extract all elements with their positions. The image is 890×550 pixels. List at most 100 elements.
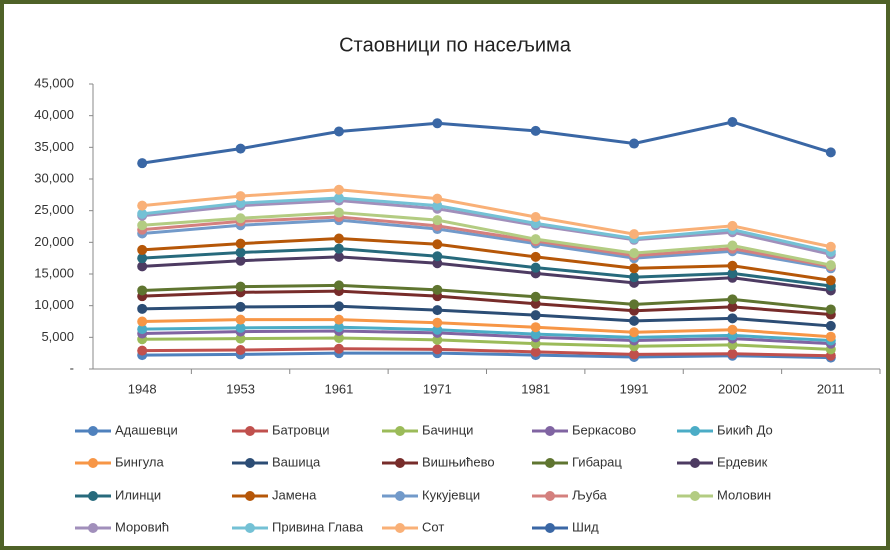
point: [235, 333, 246, 344]
point: [727, 117, 738, 127]
point: [235, 281, 246, 292]
series-line: [142, 336, 831, 351]
legend-marker: [88, 491, 98, 501]
point: [235, 301, 246, 312]
point: [727, 260, 738, 271]
point: [333, 322, 344, 333]
point: [333, 184, 344, 195]
point: [530, 212, 541, 222]
chart-title: Стaовници по насељима: [339, 34, 572, 56]
point: [235, 238, 246, 249]
point: [432, 193, 443, 204]
legend-marker: [88, 523, 98, 533]
point: [432, 324, 443, 335]
x-tick-label: 1953: [226, 381, 255, 396]
legend-label: Љуба: [572, 487, 608, 502]
y-tick-label: 45,000: [34, 75, 74, 90]
legend-marker: [88, 458, 98, 468]
point: [333, 233, 344, 244]
point: [530, 234, 541, 245]
series-line: [142, 215, 832, 268]
legend-label: Кукујевци: [422, 487, 480, 502]
legend-marker: [690, 491, 700, 501]
legend-label: Адашевци: [115, 422, 178, 437]
point: [432, 305, 443, 316]
legend-label: Батровци: [272, 422, 330, 437]
point: [137, 324, 148, 335]
point: [530, 322, 541, 333]
series-line: [142, 329, 831, 346]
point: [333, 301, 344, 312]
point: [432, 215, 443, 226]
x-tick-label: 2002: [718, 381, 747, 396]
point: [235, 322, 246, 333]
point: [629, 229, 640, 240]
point: [432, 344, 443, 355]
legend-label: Беркасово: [572, 422, 636, 437]
point: [530, 346, 541, 357]
y-tick-label: 30,000: [34, 170, 74, 185]
point: [432, 334, 443, 345]
point: [629, 349, 640, 360]
point: [530, 262, 541, 273]
point: [530, 291, 541, 302]
point: [727, 294, 738, 305]
series-line: [142, 351, 831, 360]
legend-label: Вишњићево: [422, 454, 495, 469]
point: [727, 324, 738, 335]
legend-marker: [395, 523, 405, 533]
point: [727, 348, 738, 359]
point: [333, 314, 344, 325]
point: [727, 301, 738, 312]
point: [235, 191, 246, 202]
legend-label: Јамена: [272, 487, 317, 502]
point: [137, 208, 148, 219]
point: [137, 316, 148, 327]
point: [235, 255, 246, 266]
point: [333, 243, 344, 254]
point: [825, 241, 836, 252]
legend-label: Моловин: [717, 487, 771, 502]
legend-marker: [545, 458, 555, 468]
point: [530, 310, 541, 321]
point: [333, 193, 344, 203]
legend-label: Гибарац: [572, 454, 622, 469]
point: [137, 244, 148, 255]
point: [235, 345, 246, 355]
point: [629, 263, 640, 274]
y-tick-label: 15,000: [34, 265, 74, 280]
point: [333, 280, 344, 291]
point: [825, 304, 836, 315]
series-line: [142, 211, 832, 267]
point: [235, 213, 246, 224]
series-line: [142, 247, 832, 288]
point: [530, 251, 541, 262]
point: [137, 158, 148, 169]
point: [629, 272, 640, 283]
legend-marker: [245, 458, 255, 468]
legend-label: Сот: [422, 519, 444, 534]
y-tick-label: 5,000: [41, 329, 74, 344]
point: [629, 299, 640, 310]
legend-marker: [690, 458, 700, 468]
point: [432, 239, 443, 250]
point: [137, 220, 148, 231]
legend-marker: [545, 426, 555, 436]
legend-label: Ердевик: [717, 454, 768, 469]
point: [432, 258, 443, 269]
x-tick-label: 2011: [817, 381, 845, 396]
legend-marker: [245, 491, 255, 501]
point: [432, 317, 443, 328]
legend-label: Илинци: [115, 487, 161, 502]
point: [727, 313, 738, 324]
point: [825, 320, 836, 331]
series-line: [142, 188, 832, 249]
y-tick-label: 40,000: [34, 107, 74, 122]
point: [235, 247, 246, 258]
y-tick-label: 25,000: [34, 202, 74, 217]
series-line: [142, 237, 832, 282]
point: [825, 260, 836, 271]
series-line: [141, 120, 832, 165]
x-tick-label: 1971: [423, 381, 452, 396]
